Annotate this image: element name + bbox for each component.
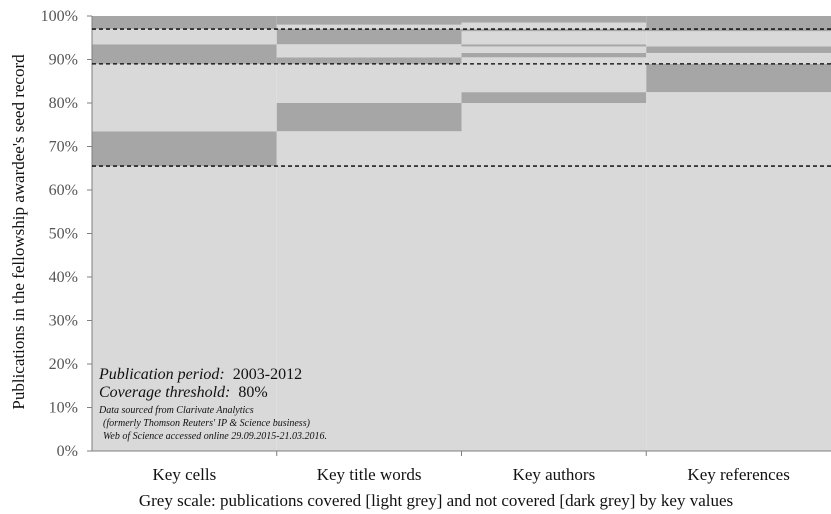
not-covered-segment-2-1 [461,92,647,104]
not-covered-segment-1-1 [276,103,462,132]
y-tick-label: 80% [49,95,78,112]
y-tick-label: 70% [49,139,78,156]
category-label: Key authors [513,465,596,484]
y-tick-label: 60% [49,182,78,199]
not-covered-segment-0-1 [92,131,277,167]
x-axis: Key cells Key title words Key authors Key r… [92,450,831,484]
not-covered-segment-3-1 [646,63,831,93]
y-tick-label: 0% [57,443,78,460]
covered-segment-2-0 [461,103,647,451]
covered-segment-1-0 [276,131,462,451]
covered-segment-0-2 [92,63,277,132]
not-covered-segment-3-5 [646,16,831,32]
covered-segment-1-2 [276,63,462,103]
not-covered-segment-0-5 [92,16,277,30]
covered-segment-0-0 [92,166,277,451]
x-axis-label: Grey scale: publications covered [light … [139,491,733,510]
category-label: Key cells [153,465,217,484]
covered-segment-2-8 [461,22,647,30]
not-covered-segment-2-3 [461,52,647,58]
y-tick-label: 90% [49,52,78,69]
y-tick-label: 20% [49,356,78,373]
covered-segment-3-2 [646,52,831,64]
covered-segment-2-4 [461,46,647,53]
not-covered-segment-2-7 [461,29,647,32]
source-line-1: Data sourced from Clarivate Analytics [98,405,254,416]
y-tick-label: 50% [49,226,78,243]
covered-segment-3-0 [646,92,831,452]
source-line-3: Web of Science accessed online 29.09.201… [103,431,327,442]
covered-segment-1-4 [276,44,462,58]
covered-segment-1-6 [276,24,462,30]
source-line-2: (formerly Thomson Reuters' IP & Science … [103,418,311,429]
not-covered-segment-0-3 [92,44,277,64]
y-tick-label: 10% [49,400,78,417]
covered-segment-3-4 [646,31,831,47]
category-label: Key references [687,465,789,484]
y-tick-label: 40% [49,269,78,286]
threshold-annotation: Coverage threshold: 80% [99,384,268,401]
period-annotation: Publication period: 2003-2012 [98,366,302,383]
y-axis: 0% 10% 20% 30% 40% 50% 60% 70% 80% 90% 100% [41,8,93,460]
not-covered-segment-1-3 [276,57,462,64]
plot-area [92,16,831,452]
not-covered-segment-1-7 [276,16,462,25]
not-covered-segment-2-5 [461,44,647,47]
y-axis-label: Publications in the fellowship awardee's… [9,54,28,410]
not-covered-segment-1-5 [276,29,462,45]
covered-segment-2-2 [461,57,647,93]
covered-segment-0-4 [92,29,277,45]
annotation-box: Publication period: 2003-2012 Coverage t… [98,366,327,442]
not-covered-segment-3-3 [646,46,831,53]
category-label: Key title words [317,465,422,484]
covered-segment-2-6 [461,31,647,45]
not-covered-segment-2-9 [461,16,647,23]
y-tick-label: 100% [41,8,78,25]
y-tick-label: 30% [49,313,78,330]
